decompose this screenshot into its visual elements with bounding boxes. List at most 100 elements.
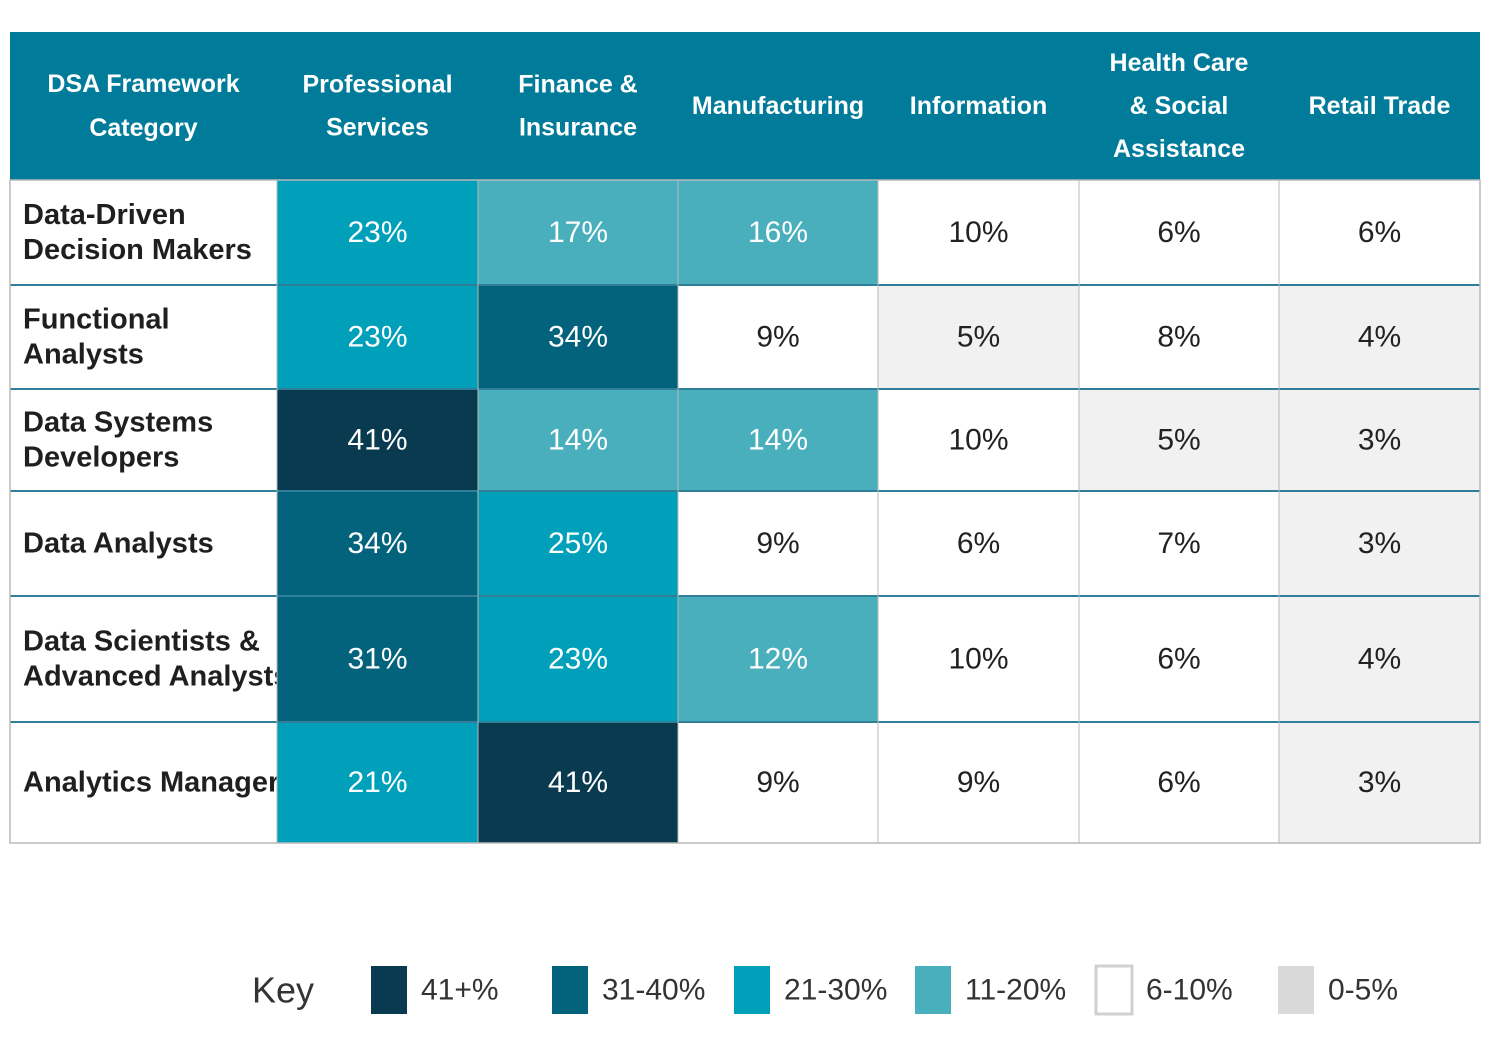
row-label-2-line-1: Functional — [23, 304, 170, 336]
cell-value-r6-c2: 41% — [548, 766, 608, 799]
cell-r4-c3 — [678, 491, 878, 596]
cell-r2-c4 — [878, 285, 1079, 389]
cell-r1-c5 — [1079, 180, 1279, 285]
cell-value-r5-c1: 31% — [347, 643, 407, 676]
cell-value-r4-c6: 3% — [1358, 527, 1401, 560]
cell-r6-c4 — [878, 722, 1079, 843]
cell-value-r2-c6: 4% — [1358, 321, 1401, 354]
cell-r6-c6 — [1279, 722, 1480, 843]
key-label-3: 21-30% — [784, 974, 887, 1007]
cell-value-r3-c1: 41% — [347, 424, 407, 457]
column-header-3-line-1: Manufacturing — [692, 92, 864, 120]
cell-value-r3-c4: 10% — [948, 424, 1008, 457]
cell-r5-c6 — [1279, 596, 1480, 722]
cell-value-r6-c3: 9% — [756, 766, 799, 799]
cell-value-r6-c5: 6% — [1157, 766, 1200, 799]
cell-r5-c2 — [478, 596, 678, 722]
row-label-1-line-1: Data-Driven — [23, 199, 186, 231]
row-label-cell-3 — [10, 389, 277, 491]
cell-value-r3-c5: 5% — [1157, 424, 1200, 457]
key-swatch-4 — [915, 966, 951, 1014]
key-label-6: 0-5% — [1328, 974, 1398, 1007]
cell-r3-c3 — [678, 389, 878, 491]
row-label-cell-2 — [10, 285, 277, 389]
cell-value-r1-c2: 17% — [548, 216, 608, 249]
cell-r1-c4 — [878, 180, 1079, 285]
key-swatch-2 — [552, 966, 588, 1014]
cell-r6-c5 — [1079, 722, 1279, 843]
cell-value-r3-c6: 3% — [1358, 424, 1401, 457]
cell-r3-c4 — [878, 389, 1079, 491]
table-border — [9, 179, 1481, 844]
cell-r2-c1 — [277, 285, 478, 389]
cell-r5-c1 — [277, 596, 478, 722]
cell-value-r5-c2: 23% — [548, 643, 608, 676]
cell-value-r2-c3: 9% — [756, 321, 799, 354]
cell-r4-c5 — [1079, 491, 1279, 596]
column-header-1-line-1: Professional — [302, 71, 452, 99]
cell-value-r2-c5: 8% — [1157, 321, 1200, 354]
cell-value-r2-c2: 34% — [548, 321, 608, 354]
cell-value-r4-c1: 34% — [347, 527, 407, 560]
cell-r2-c5 — [1079, 285, 1279, 389]
column-header-1-line-2: Services — [326, 114, 429, 142]
row-label-6-line-1: Analytics Managers — [23, 767, 295, 799]
cell-r1-c1 — [277, 180, 478, 285]
cell-r6-c3 — [678, 722, 878, 843]
cell-value-r6-c4: 9% — [957, 766, 1000, 799]
cell-r2-c3 — [678, 285, 878, 389]
key-label-1: 41+% — [421, 974, 499, 1007]
cell-value-r5-c6: 4% — [1358, 643, 1401, 676]
row-label-cell-1 — [10, 180, 277, 285]
cell-value-r4-c5: 7% — [1157, 527, 1200, 560]
cell-value-r1-c4: 10% — [948, 216, 1008, 249]
key-swatch-3 — [734, 966, 770, 1014]
column-header-6-line-1: Retail Trade — [1309, 92, 1451, 120]
key-label-2: 31-40% — [602, 974, 705, 1007]
cell-value-r3-c2: 14% — [548, 424, 608, 457]
column-header-2-line-1: Finance & — [518, 71, 637, 99]
key-swatch-1 — [371, 966, 407, 1014]
cell-r3-c6 — [1279, 389, 1480, 491]
cell-value-r4-c2: 25% — [548, 527, 608, 560]
cell-r5-c5 — [1079, 596, 1279, 722]
cell-value-r3-c3: 14% — [748, 424, 808, 457]
key-label-4: 11-20% — [965, 974, 1066, 1007]
cell-value-r5-c5: 6% — [1157, 643, 1200, 676]
column-header-5-line-3: Assistance — [1113, 135, 1245, 163]
cell-r5-c3 — [678, 596, 878, 722]
cell-value-r1-c1: 23% — [347, 216, 407, 249]
column-header-5-line-2: & Social — [1130, 92, 1229, 120]
cell-value-r5-c3: 12% — [748, 643, 808, 676]
key-swatch-5 — [1094, 964, 1134, 1016]
corner-header-line-2: Category — [89, 114, 197, 142]
cell-r4-c2 — [478, 491, 678, 596]
row-label-4-line-1: Data Analysts — [23, 528, 214, 560]
row-label-cell-6 — [10, 722, 277, 843]
cell-r3-c5 — [1079, 389, 1279, 491]
cell-r3-c1 — [277, 389, 478, 491]
row-label-1-line-2: Decision Makers — [23, 234, 252, 266]
row-label-5-line-2: Advanced Analysts — [23, 661, 289, 693]
cell-r3-c2 — [478, 389, 678, 491]
cell-value-r5-c4: 10% — [948, 643, 1008, 676]
cell-value-r4-c3: 9% — [756, 527, 799, 560]
cell-r2-c2 — [478, 285, 678, 389]
header-band — [10, 32, 1480, 180]
cell-r1-c2 — [478, 180, 678, 285]
cell-r4-c1 — [277, 491, 478, 596]
cell-value-r2-c4: 5% — [957, 321, 1000, 354]
cell-value-r1-c5: 6% — [1157, 216, 1200, 249]
column-header-5-line-1: Health Care — [1110, 49, 1249, 77]
key-title: Key — [252, 970, 314, 1011]
cell-r6-c1 — [277, 722, 478, 843]
cell-r4-c6 — [1279, 491, 1480, 596]
row-label-3-line-2: Developers — [23, 442, 179, 474]
key-label-5: 6-10% — [1146, 974, 1233, 1007]
cell-r5-c4 — [878, 596, 1079, 722]
cell-value-r6-c6: 3% — [1358, 766, 1401, 799]
cell-r4-c4 — [878, 491, 1079, 596]
cell-value-r6-c1: 21% — [347, 766, 407, 799]
cell-r1-c6 — [1279, 180, 1480, 285]
corner-header-line-1: DSA Framework — [47, 70, 239, 98]
